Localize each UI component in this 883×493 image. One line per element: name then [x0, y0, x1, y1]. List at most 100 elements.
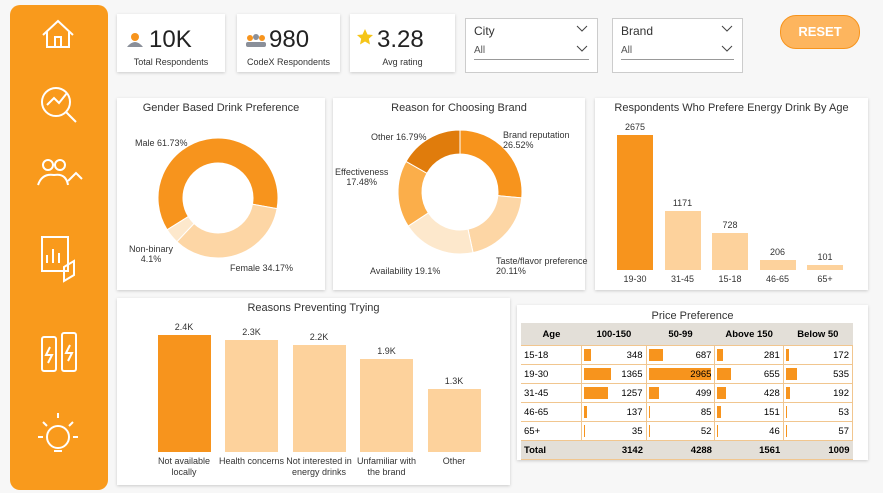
dropdown-arrow: [576, 25, 588, 32]
slice-value: 16.79%: [396, 132, 427, 142]
row-label: 46-65: [524, 406, 549, 418]
x-tick-label: Other: [442, 456, 466, 466]
brand-filter[interactable]: Brand All: [612, 18, 743, 73]
slice-category: Brand reputation: [503, 130, 570, 140]
slice-value: 34.17%: [262, 263, 294, 273]
table-cell: 172: [783, 345, 854, 365]
table-row: 15-18 348 687 281 172: [521, 345, 854, 365]
bar-value-label: 2.3K: [242, 326, 261, 337]
price-table: Age 100-150 50-99 Above 150 Below 50 15-18 348…: [521, 323, 854, 460]
slice-category: Male: [135, 138, 155, 148]
cell-bar: [717, 406, 721, 418]
cell-bar: [785, 368, 797, 380]
cell-value: 85: [700, 406, 712, 418]
cell-value: 348: [626, 349, 643, 361]
kpi-value: 980: [269, 26, 310, 53]
cell-bar: [648, 387, 659, 399]
slice-label: Availability 19.1%: [370, 266, 440, 276]
cell-bar: [785, 425, 787, 437]
x-tick-label: Not interested in energy drinks: [286, 456, 352, 477]
cell-value: 172: [833, 349, 849, 361]
slice-value: 17.48%: [346, 177, 377, 187]
donut-slice: [176, 203, 278, 259]
kpi-label: Total Respondents: [133, 57, 209, 67]
cell-value: 151: [763, 406, 780, 418]
cell-value: 137: [626, 406, 643, 418]
total-row: Total 3142 4288 1561 1009: [521, 440, 853, 460]
slice-label: Male 61.73%: [135, 138, 188, 148]
table-cell: 1365: [581, 364, 647, 384]
reset-button[interactable]: RESET: [780, 15, 860, 49]
analysis-icon[interactable]: [41, 87, 77, 123]
bar-value-label: 1.9K: [377, 346, 396, 357]
drinks-icon[interactable]: [41, 332, 77, 372]
table-cell: 428: [714, 383, 784, 403]
bar-value-label: 728: [722, 220, 738, 231]
bar: [759, 259, 796, 270]
table-cell: 35: [581, 421, 647, 441]
dropdown-arrow: [721, 45, 733, 52]
filter-label: Brand: [621, 24, 654, 38]
table-cell: 31-45: [521, 383, 583, 403]
chart-title: Reason for Choosing Brand: [391, 102, 527, 114]
slice-label: Other 16.79%: [371, 132, 427, 142]
cell-value: 535: [833, 368, 849, 380]
donut-slice: [166, 215, 195, 243]
slice-category: Availability: [370, 266, 413, 276]
column-header: Age: [521, 323, 582, 346]
cell-bar: [584, 425, 585, 437]
table-row: 31-45 1257 499 428 192: [521, 383, 854, 403]
idea-icon[interactable]: [38, 413, 78, 452]
column-header: Below 50: [783, 323, 853, 346]
bar: [664, 210, 701, 270]
slice-value: 26.52%: [503, 140, 534, 150]
donut-slice: [157, 137, 279, 231]
row-label: 31-45: [524, 387, 549, 399]
report-icon[interactable]: [41, 236, 75, 283]
bar: [427, 388, 481, 452]
city-filter[interactable]: City All: [465, 18, 598, 73]
kpi-card: 10K Total Respondents: [117, 14, 225, 72]
table-cell: 281: [714, 345, 784, 365]
respondents-icon[interactable]: [37, 159, 83, 186]
total-cell: Total: [521, 440, 582, 460]
x-tick-label: Unfamiliar with the brand: [356, 456, 416, 477]
price-table-panel: Price Preference Age 100-150 50-99 Above 15…: [517, 305, 868, 460]
bar-value-label: 206: [769, 246, 786, 257]
cell-bar: [584, 406, 587, 418]
cell-value: 655: [763, 368, 780, 380]
table-cell: 15-18: [521, 345, 583, 365]
cell-bar: [785, 387, 790, 399]
bar: [360, 359, 413, 452]
dropdown-arrow: [721, 25, 733, 32]
kpi-card: 980 CodeX Respondents: [237, 14, 340, 72]
slice-label: Effectiveness 17.48%: [335, 167, 388, 187]
x-tick-label: Not available locally: [157, 456, 211, 477]
cell-value: 499: [695, 387, 712, 399]
table-cell: 52: [646, 421, 716, 441]
slice-value: 19.1%: [414, 266, 441, 276]
table-row: 46-65 137 85 151 53: [521, 402, 854, 422]
bar: [712, 233, 748, 270]
slice-label: Non-binary 4.1%: [129, 244, 173, 264]
table-cell: 192: [783, 383, 854, 403]
cell-value: 52: [700, 425, 712, 437]
table-cell: 655: [714, 364, 784, 384]
row-label: 65+: [524, 425, 541, 437]
cell-value: 1257: [621, 387, 643, 399]
sidebar: [10, 5, 108, 490]
row-label: 15-18: [524, 349, 549, 361]
cell-bar: [584, 368, 611, 380]
dropdown-arrow: [576, 45, 588, 52]
table-title: Price Preference: [651, 310, 734, 322]
bar: [292, 344, 346, 452]
home-icon[interactable]: [42, 19, 74, 48]
bar-value-label: 1.3K: [444, 375, 464, 386]
header-row: Age 100-150 50-99 Above 150 Below 50: [521, 323, 853, 346]
x-tick-label: 19-30: [623, 274, 647, 284]
underline: [621, 59, 734, 60]
kpi-card: 3.28 Avg rating: [350, 14, 455, 72]
kpi-icon: [357, 29, 373, 45]
table-cell: 46-65: [521, 402, 583, 422]
